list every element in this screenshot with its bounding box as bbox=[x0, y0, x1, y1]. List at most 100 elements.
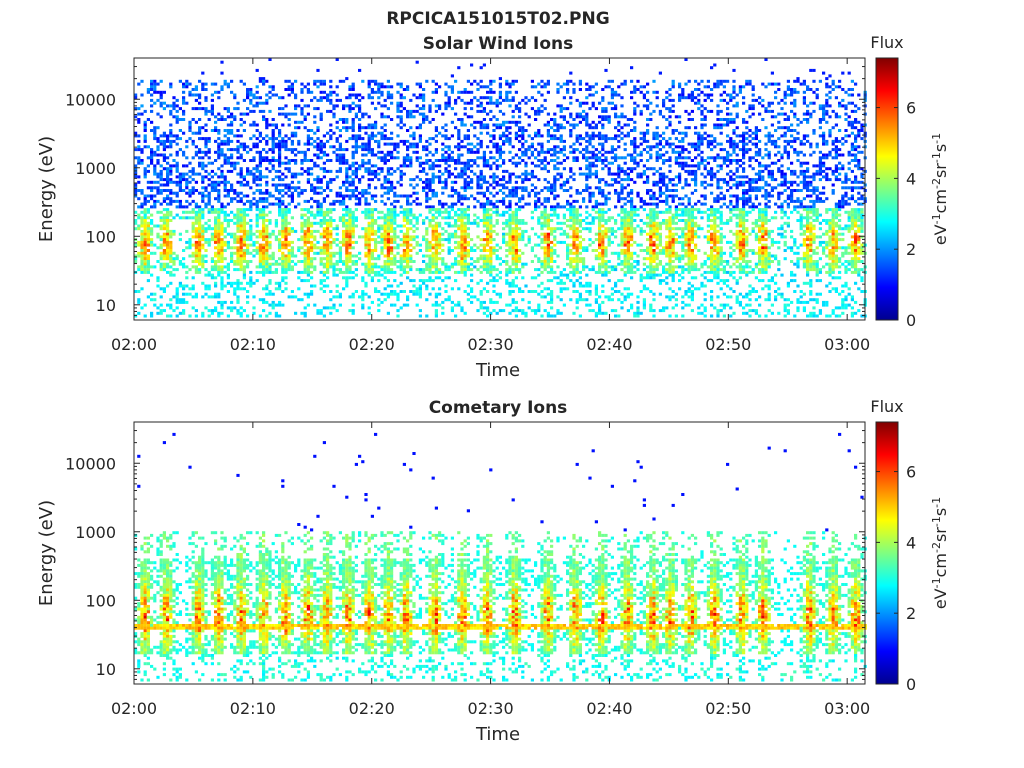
heatmap-cell bbox=[502, 240, 506, 244]
heatmap-cell bbox=[511, 210, 515, 214]
heatmap-cell bbox=[489, 224, 493, 228]
heatmap-cell bbox=[143, 303, 147, 307]
heatmap-cell bbox=[348, 232, 352, 236]
heatmap-cell bbox=[354, 169, 358, 173]
heatmap-cell bbox=[313, 246, 317, 250]
heatmap-cell bbox=[383, 276, 387, 280]
heatmap-cell bbox=[418, 137, 422, 141]
heatmap-cell bbox=[255, 96, 259, 100]
heatmap-cell bbox=[338, 292, 342, 296]
heatmap-cell bbox=[390, 150, 394, 154]
heatmap-cell bbox=[518, 199, 522, 203]
heatmap-cell bbox=[559, 183, 563, 187]
heatmap-cell bbox=[425, 178, 429, 182]
heatmap-cell bbox=[514, 224, 518, 228]
heatmap-cell bbox=[505, 79, 509, 83]
heatmap-cell bbox=[310, 249, 314, 252]
heatmap-cell bbox=[281, 224, 285, 228]
heatmap-cell bbox=[418, 290, 422, 293]
heatmap-cell bbox=[505, 221, 509, 225]
heatmap-cell bbox=[239, 156, 243, 160]
heatmap-cell bbox=[386, 219, 390, 222]
heatmap-cell bbox=[534, 118, 538, 121]
heatmap-cell bbox=[262, 216, 266, 220]
heatmap-cell bbox=[255, 251, 259, 255]
heatmap-cell bbox=[572, 219, 576, 222]
heatmap-cell bbox=[380, 150, 384, 154]
heatmap-cell bbox=[191, 142, 195, 146]
heatmap-cell bbox=[223, 178, 227, 182]
heatmap-cell bbox=[252, 142, 256, 146]
heatmap-cell bbox=[418, 284, 422, 288]
heatmap-cell bbox=[198, 232, 202, 236]
heatmap-cell bbox=[306, 268, 310, 272]
heatmap-cell bbox=[169, 139, 173, 143]
heatmap-cell bbox=[572, 82, 576, 86]
heatmap-cell bbox=[310, 262, 314, 266]
heatmap-cell bbox=[559, 221, 563, 225]
heatmap-cell bbox=[156, 260, 160, 263]
heatmap-cell bbox=[326, 235, 330, 239]
heatmap-cell bbox=[262, 137, 266, 141]
heatmap-cell bbox=[566, 156, 570, 160]
heatmap-cell bbox=[390, 142, 394, 146]
heatmap-cell bbox=[156, 153, 160, 157]
heatmap-cell bbox=[415, 126, 419, 130]
heatmap-cell bbox=[332, 262, 336, 266]
heatmap-cell bbox=[534, 98, 538, 102]
heatmap-cell bbox=[230, 115, 234, 119]
heatmap-cell bbox=[492, 156, 496, 160]
heatmap-cell bbox=[169, 314, 173, 318]
heatmap-cell bbox=[210, 268, 214, 272]
heatmap-cell bbox=[220, 238, 224, 242]
heatmap-cell bbox=[172, 101, 176, 105]
heatmap-cell bbox=[367, 240, 371, 244]
heatmap-cell bbox=[380, 186, 384, 190]
heatmap-cell bbox=[546, 246, 550, 250]
heatmap-cell bbox=[569, 150, 573, 154]
heatmap-cell bbox=[450, 186, 454, 190]
heatmap-cell bbox=[447, 156, 451, 160]
heatmap-cell bbox=[402, 240, 406, 244]
heatmap-cell bbox=[255, 68, 259, 72]
heatmap-cell bbox=[294, 295, 298, 299]
heatmap-cell bbox=[191, 191, 195, 195]
heatmap-cell bbox=[543, 262, 547, 266]
heatmap-cell bbox=[428, 142, 432, 146]
heatmap-cell bbox=[454, 257, 458, 261]
heatmap-cell bbox=[383, 254, 387, 258]
heatmap-cell bbox=[444, 229, 448, 233]
heatmap-cell bbox=[418, 164, 422, 168]
heatmap-cell bbox=[386, 150, 390, 154]
heatmap-cell bbox=[191, 221, 195, 225]
heatmap-cell bbox=[543, 199, 547, 203]
heatmap-cell bbox=[226, 139, 230, 143]
heatmap-cell bbox=[470, 246, 474, 250]
heatmap-cell bbox=[265, 260, 269, 263]
heatmap-cell bbox=[546, 169, 550, 173]
heatmap-cell bbox=[262, 156, 266, 160]
heatmap-cell bbox=[345, 96, 349, 100]
heatmap-cell bbox=[271, 306, 275, 310]
heatmap-cell bbox=[246, 260, 250, 263]
heatmap-cell bbox=[262, 224, 266, 228]
heatmap-cell bbox=[540, 109, 544, 113]
heatmap-cell bbox=[191, 131, 195, 135]
heatmap-cell bbox=[406, 145, 410, 149]
heatmap-cell bbox=[316, 311, 320, 315]
heatmap-cell bbox=[358, 178, 362, 182]
heatmap-cell bbox=[220, 306, 224, 310]
heatmap-cell bbox=[380, 235, 384, 239]
heatmap-cell bbox=[150, 120, 154, 124]
heatmap-cell bbox=[326, 96, 330, 100]
heatmap-cell bbox=[281, 178, 285, 182]
heatmap-cell bbox=[364, 199, 368, 203]
heatmap-cell bbox=[242, 243, 246, 247]
heatmap-cell bbox=[313, 251, 317, 255]
heatmap-cell bbox=[258, 199, 262, 203]
heatmap-cell bbox=[486, 265, 490, 269]
heatmap-cell bbox=[351, 309, 355, 313]
heatmap-cell bbox=[134, 186, 138, 190]
heatmap-cell bbox=[351, 262, 355, 266]
heatmap-cell bbox=[514, 123, 518, 127]
